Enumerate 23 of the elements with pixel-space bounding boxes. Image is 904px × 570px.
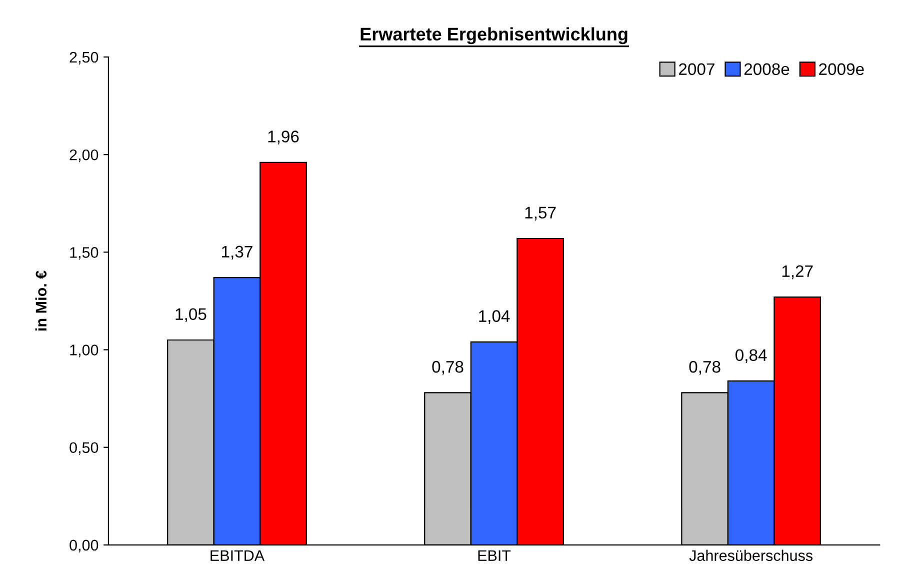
- x-tick-label: EBITDA: [210, 550, 265, 561]
- chart-title: Erwartete Ergebnisentwicklung: [360, 27, 628, 44]
- legend-label: 2009e: [819, 63, 864, 76]
- data-label: 0,84: [736, 349, 767, 363]
- y-tick-label: 0,00: [70, 540, 98, 552]
- x-tick-label: EBIT: [478, 550, 511, 561]
- x-tick-label: Jahresüberschuss: [689, 550, 813, 562]
- y-tick-label: 0,50: [70, 442, 98, 455]
- legend-label: 2008e: [744, 63, 790, 76]
- data-label: 1,96: [268, 130, 299, 144]
- legend-label: 2007: [679, 63, 714, 76]
- data-label: 1,57: [525, 206, 556, 221]
- y-axis-title: in Mio. €: [35, 270, 47, 330]
- data-label: 1,04: [479, 310, 510, 324]
- data-label: 1,05: [176, 308, 206, 322]
- y-tick-label: 2,50: [70, 52, 98, 64]
- data-label: 0,78: [432, 360, 464, 375]
- y-tick-label: 1,50: [70, 247, 98, 260]
- data-label: 1,27: [782, 265, 813, 280]
- y-tick-label: 2,00: [70, 149, 98, 162]
- data-label: 1,37: [222, 246, 252, 260]
- y-tick-label: 1,00: [70, 344, 98, 358]
- data-label: 0,78: [689, 360, 720, 375]
